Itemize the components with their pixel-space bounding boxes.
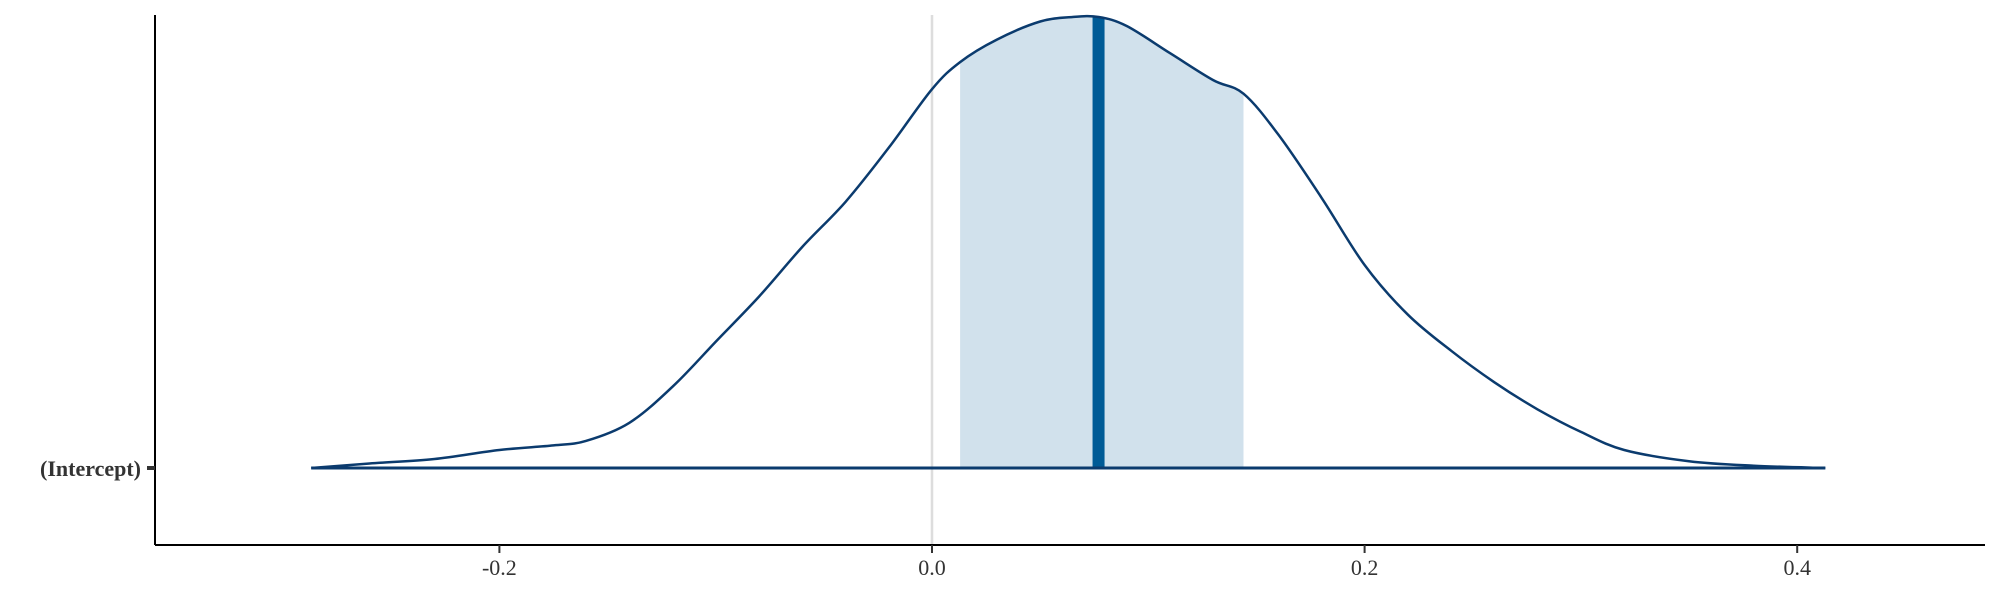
x-tick-label: -0.2: [482, 555, 517, 580]
x-tick-label: 0.2: [1351, 555, 1379, 580]
y-category-label: (Intercept): [40, 456, 141, 481]
x-tick-label: 0.4: [1783, 555, 1811, 580]
x-tick-label: 0.0: [918, 555, 946, 580]
density-curve: [311, 14, 1826, 470]
point-estimate-line: [1092, 17, 1105, 468]
